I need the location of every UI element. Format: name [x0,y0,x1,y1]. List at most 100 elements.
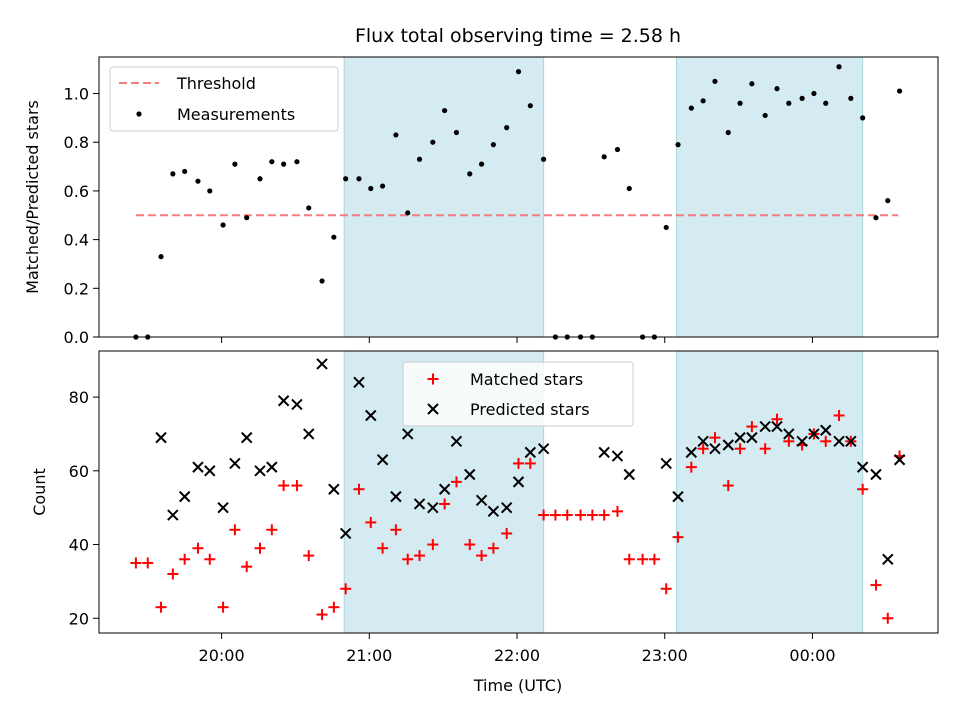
matched-star-point [450,476,462,488]
matched-star-point [377,542,389,554]
matched-star-point [882,612,894,624]
bottom-axis-ticks: 20 40 60 80 20:00 21:00 22:00 23:00 00:00 [69,388,836,665]
xtick-label: 22:00 [494,646,540,665]
matched-star-point [303,550,315,562]
measurement-point [873,215,879,221]
measurement-point [281,161,287,167]
shaded-interval-top-0 [343,56,545,338]
predicted-star-point [487,505,500,518]
measurement-point [220,222,226,228]
bottom-axes-frame [98,350,939,634]
matched-star-point [561,509,573,521]
predicted-star-point [291,398,303,411]
measurement-point [614,146,621,153]
predicted-star-point [390,490,402,503]
matched-stars-points [130,410,906,624]
measurement-point [749,81,755,87]
measurement-point [478,161,485,167]
matched-star-point [672,531,684,543]
matched-star-point [513,457,524,469]
matched-star-point [414,550,426,562]
measurement-point [725,129,731,136]
measurement-point [626,185,632,192]
matched-star-point [538,509,550,521]
measurement-point [158,254,164,260]
matched-star-point [179,553,191,565]
measurement-point [294,159,300,165]
predicted-star-point [722,439,734,451]
measurement-point [712,78,718,84]
legend-threshold-label: Threshold [176,74,256,93]
matched-star-point [734,443,746,455]
predicted-star-point [229,457,241,470]
matched-star-point [130,557,142,569]
chart-title: Flux total observing time = 2.58 h [355,25,681,47]
predicted-star-point [192,461,204,473]
measurement-point [207,188,213,194]
predicted-star-point [870,468,882,481]
predicted-star-point [611,450,624,462]
measurement-point [356,176,362,182]
matched-star-point [709,432,721,444]
top-ytick-label: 0.0 [64,328,89,347]
predicted-star-point [450,435,463,448]
matched-star-point [167,568,179,580]
top-ytick-label: 0.4 [64,231,89,250]
predicted-star-point [339,527,352,540]
measurement-point [774,86,780,92]
predicted-star-point [783,428,795,440]
measurement-point [195,178,201,184]
predicted-star-point [413,498,426,510]
measurement-point [269,159,275,165]
matched-star-point [611,505,623,517]
measurement-point [343,176,349,182]
predicted-star-point [464,468,476,481]
predicted-star-point [820,424,832,436]
top-ytick-label: 0.6 [64,182,89,201]
bottom-ylabel: Count [30,468,49,516]
measurement-point [527,103,533,109]
predicted-star-point [365,409,377,422]
predicted-star-point [537,442,550,455]
predicted-star-point [746,431,758,444]
measurement-point [380,183,386,189]
predicted-star-point [204,465,216,477]
matched-star-point [340,583,352,595]
matched-star-point [365,516,377,528]
matched-star-point [427,539,439,551]
predicted-star-point [266,461,278,473]
measurement-point [885,198,891,204]
measurement-point [860,115,866,121]
legend-measurements-swatch [136,111,142,117]
matched-star-point [439,498,451,510]
predicted-star-point [241,431,253,444]
matched-star-point [759,443,771,455]
bottom-ytick-label: 80 [69,388,89,407]
predicted-star-point [512,476,525,488]
matched-star-point [402,553,414,565]
measurement-point [257,176,263,182]
top-ytick-label: 1.0 [64,85,89,104]
measurement-point [811,90,817,97]
predicted-star-point [660,457,672,470]
matched-star-point [142,557,154,569]
measurement-point [823,100,829,106]
matched-star-point [291,480,303,492]
predicted-star-point [524,446,537,459]
measurement-point [416,156,423,162]
measurement-point [393,132,399,138]
legend-matched-swatch [427,373,439,385]
predicted-star-point [623,468,635,481]
measurement-point [515,69,522,75]
predicted-star-point [303,428,315,440]
predicted-star-point [734,431,746,444]
xtick-label: 23:00 [642,646,688,665]
predicted-star-point [376,454,389,466]
shaded-interval-bottom-1 [676,350,864,634]
measurement-point [737,100,743,106]
matched-star-point [586,509,598,521]
matched-star-point [771,413,783,425]
predicted-star-point [500,501,513,514]
